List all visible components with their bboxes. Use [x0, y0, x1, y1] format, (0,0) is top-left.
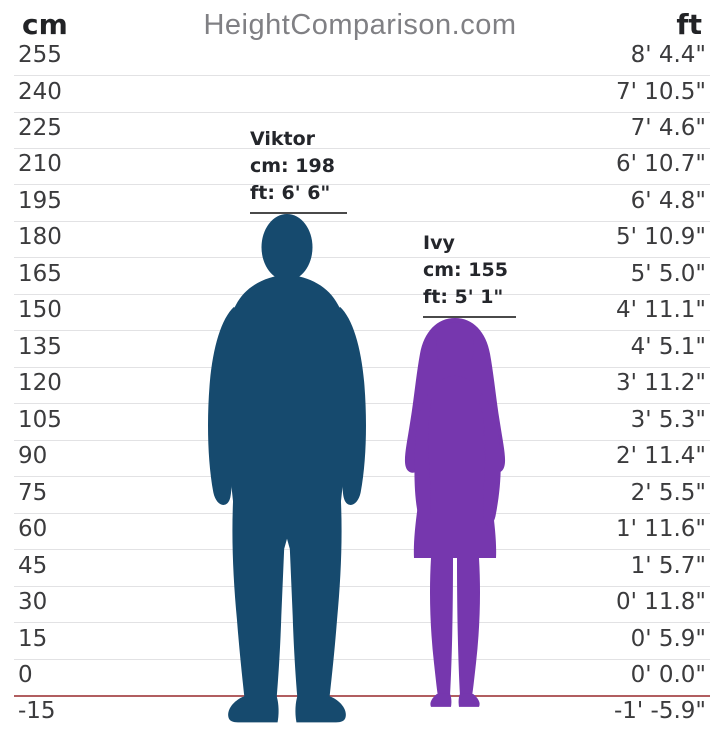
- cm-tick-label: -15: [18, 698, 56, 725]
- person-name: Ivy: [423, 232, 455, 255]
- male-right-arm: [336, 306, 366, 505]
- cm-tick-label: 165: [18, 260, 62, 287]
- cm-tick-label: 105: [18, 406, 62, 433]
- cm-tick-label: 225: [18, 115, 62, 142]
- female-dress: [413, 375, 497, 559]
- cm-tick-label: 210: [18, 151, 62, 178]
- ft-tick-label: 2' 5.5": [630, 479, 706, 506]
- cm-tick-label: 150: [18, 297, 62, 324]
- cm-tick-label: 90: [18, 443, 48, 470]
- page-title: HeightComparison.com: [203, 9, 517, 41]
- ft-tick-label: 6' 4.8": [630, 187, 706, 214]
- cm-tick-label: 240: [18, 78, 62, 105]
- male-left-arm: [208, 306, 238, 505]
- ft-tick-label: 3' 11.2": [615, 370, 706, 397]
- female-left-arm: [414, 393, 432, 523]
- cm-axis-unit-label: cm: [22, 8, 68, 41]
- gridline: [14, 330, 710, 332]
- gridline: [14, 549, 710, 551]
- gridline: [14, 220, 710, 222]
- gridline: [14, 257, 710, 259]
- ft-tick-label: 0' 5.9": [630, 625, 706, 652]
- person-ft-value: ft: 5' 1": [423, 286, 504, 309]
- ft-tick-label: 3' 5.3": [630, 406, 706, 433]
- female-left-foot: [430, 694, 452, 708]
- gridline: [14, 658, 710, 660]
- cm-tick-label: 255: [18, 42, 62, 69]
- ft-tick-label: 5' 10.9": [615, 224, 706, 251]
- ft-tick-label: 8' 4.4": [630, 42, 706, 69]
- gridline: [14, 184, 710, 186]
- male-torso: [220, 274, 354, 503]
- ft-tick-label: 6' 10.7": [615, 151, 706, 178]
- cm-tick-label: 180: [18, 224, 62, 251]
- cm-tick-label: 195: [18, 187, 62, 214]
- gridline: [14, 512, 710, 514]
- ft-tick-label: 4' 5.1": [630, 333, 706, 360]
- cm-tick-label: 0: [18, 662, 33, 688]
- cm-tick-label: 15: [18, 625, 48, 652]
- gridline: [14, 111, 710, 113]
- cm-tick-label: 120: [18, 370, 62, 397]
- ft-tick-label: 5' 5.0": [630, 260, 706, 287]
- cm-tick-label: 75: [18, 479, 48, 506]
- ft-tick-label: 4' 11.1": [615, 297, 706, 324]
- male-right-shoe: [295, 695, 346, 722]
- person-cm-value: cm: 155: [423, 259, 508, 282]
- person-ft-value: ft: 6' 6": [250, 181, 331, 204]
- female-head: [436, 322, 474, 374]
- gridline: [14, 622, 710, 624]
- cm-tick-label: 30: [18, 589, 48, 616]
- ivy-silhouette[interactable]: [393, 318, 517, 709]
- gridline: [14, 293, 710, 295]
- ft-tick-label: 0' 0.0": [630, 662, 706, 688]
- female-right-arm: [479, 393, 501, 526]
- ft-tick-label: 7' 10.5": [615, 78, 706, 105]
- female-left-leg: [430, 558, 453, 697]
- female-figure: [404, 318, 506, 708]
- ft-tick-label: 0' 11.8": [615, 589, 706, 616]
- viktor-silhouette[interactable]: [202, 213, 372, 723]
- person-name: Viktor: [250, 127, 316, 150]
- ivy-height-label: Ivy cm: 155 ft: 5' 1": [423, 230, 516, 319]
- cm-tick-label: 60: [18, 516, 48, 543]
- male-figure: [208, 213, 366, 722]
- female-right-leg: [457, 558, 480, 697]
- male-head: [261, 213, 313, 281]
- gridline: [14, 585, 710, 587]
- ft-axis-unit-label: ft: [676, 8, 702, 41]
- viktor-height-label: Viktor cm: 198 ft: 6' 6": [250, 126, 347, 214]
- cm-tick-label: 135: [18, 333, 62, 360]
- gridline: [14, 75, 710, 77]
- gridline: [14, 148, 710, 150]
- ft-tick-label: 7' 4.6": [630, 115, 706, 142]
- male-legs: [232, 498, 342, 698]
- female-right-foot: [458, 694, 480, 708]
- ft-tick-label: -1' -5.9": [613, 698, 706, 725]
- person-cm-value: cm: 198: [250, 154, 335, 177]
- ft-tick-label: 2' 11.4": [615, 443, 706, 470]
- baseline-gridline: [14, 695, 710, 697]
- male-left-shoe: [228, 695, 279, 722]
- female-neck: [447, 365, 463, 380]
- ft-tick-label: 1' 5.7": [630, 552, 706, 579]
- cm-tick-label: 45: [18, 552, 48, 579]
- ft-tick-label: 1' 11.6": [615, 516, 706, 543]
